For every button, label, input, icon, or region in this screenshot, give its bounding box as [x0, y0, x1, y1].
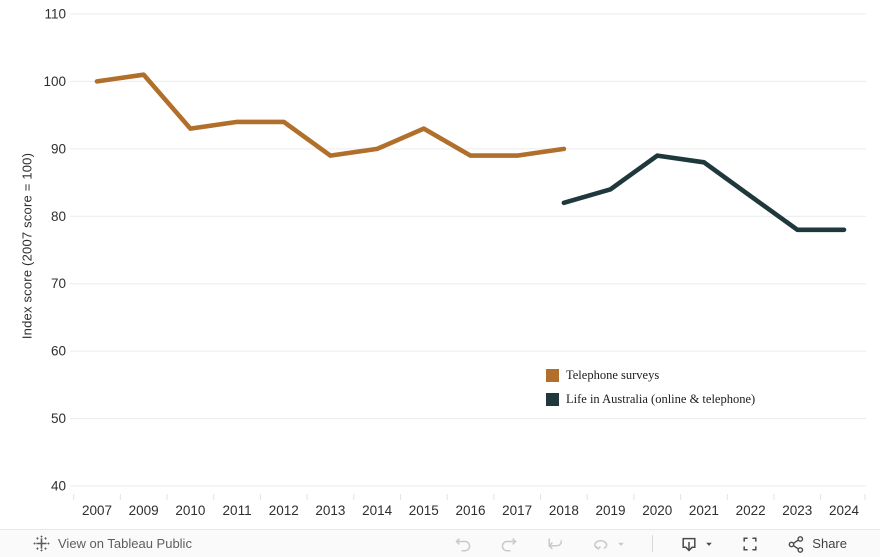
undo-button[interactable]: [453, 534, 473, 554]
svg-text:2011: 2011: [223, 503, 252, 518]
x-boundary-ticks: [73, 494, 866, 500]
svg-text:2023: 2023: [782, 503, 812, 518]
fullscreen-button[interactable]: [740, 534, 760, 554]
svg-text:2022: 2022: [736, 503, 766, 518]
legend-label: Telephone surveys: [566, 367, 660, 382]
legend-item-life-in-australia[interactable]: Life in Australia (online & telephone): [546, 391, 755, 407]
legend-swatch-telephone-surveys: [546, 368, 559, 382]
legend-item-telephone-surveys[interactable]: Telephone surveys: [546, 367, 755, 383]
svg-text:2014: 2014: [362, 503, 393, 518]
series-line-0[interactable]: [94, 72, 567, 158]
svg-text:2018: 2018: [549, 503, 579, 518]
svg-text:2012: 2012: [269, 503, 299, 518]
chart-region: 110 100 90 80 70 60 50 40 2007 2009 2010 2011 2012 20…: [0, 0, 880, 529]
redo-button[interactable]: [499, 534, 519, 554]
svg-text:2016: 2016: [455, 503, 485, 518]
toolbar-actions: Share: [453, 534, 880, 554]
svg-text:100: 100: [43, 74, 66, 89]
fullscreen-icon: [743, 536, 757, 551]
refresh-button[interactable]: [591, 534, 626, 554]
y-axis-tick-labels: 110 100 90 80 70 60 50 40: [43, 7, 66, 494]
svg-text:2015: 2015: [409, 503, 439, 518]
svg-text:2013: 2013: [315, 503, 345, 518]
replay-icon: [594, 539, 608, 550]
svg-text:110: 110: [44, 7, 66, 22]
legend: Telephone surveys Life in Australia (onl…: [546, 367, 755, 415]
undo-icon: [455, 537, 471, 551]
redo-icon: [502, 537, 517, 551]
share-icon: [788, 535, 804, 553]
svg-text:90: 90: [51, 141, 66, 156]
share-button[interactable]: Share: [786, 534, 847, 554]
svg-text:80: 80: [51, 209, 66, 224]
x-axis-tick-labels: 2007 2009 2010 2011 2012 2013 2014 2015 2016 2017…: [82, 503, 860, 518]
svg-text:2017: 2017: [502, 503, 532, 518]
svg-text:2007: 2007: [82, 503, 112, 518]
svg-text:2009: 2009: [129, 503, 159, 518]
svg-text:60: 60: [51, 344, 66, 359]
legend-label: Life in Australia (online & telephone): [566, 391, 756, 406]
chevron-down-icon: [618, 542, 625, 546]
svg-text:50: 50: [51, 411, 66, 426]
svg-text:70: 70: [51, 276, 66, 291]
view-on-tableau-public-label: View on Tableau Public: [58, 536, 192, 551]
svg-text:2020: 2020: [642, 503, 672, 518]
revert-icon: [548, 538, 563, 550]
svg-text:2021: 2021: [689, 503, 719, 518]
svg-text:2024: 2024: [829, 503, 860, 518]
y-axis-title: Index score (2007 score = 100): [19, 152, 35, 340]
view-on-tableau-public-link[interactable]: View on Tableau Public: [0, 535, 192, 552]
download-icon: [682, 537, 696, 551]
svg-text:40: 40: [51, 479, 66, 494]
series-line-1[interactable]: [561, 153, 847, 233]
chevron-down-icon: [706, 542, 713, 546]
share-label: Share: [812, 536, 847, 551]
gridlines: [70, 13, 866, 487]
svg-text:2010: 2010: [175, 503, 205, 518]
legend-swatch-life-in-australia: [546, 392, 559, 406]
reset-button[interactable]: [545, 534, 565, 554]
svg-text:2019: 2019: [596, 503, 626, 518]
toolbar-divider: [652, 535, 654, 552]
download-button[interactable]: [679, 534, 714, 554]
tableau-logo-icon: [33, 535, 50, 552]
tableau-toolbar: View on Tableau Public: [0, 529, 880, 557]
